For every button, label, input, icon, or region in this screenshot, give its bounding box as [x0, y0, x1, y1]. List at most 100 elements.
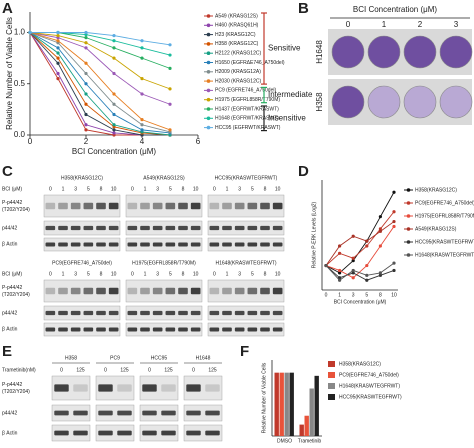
band [54, 430, 69, 436]
band [108, 242, 119, 247]
band [127, 310, 138, 316]
blot [43, 305, 121, 321]
data-point [140, 56, 144, 60]
data-point [378, 244, 382, 248]
blot [207, 237, 285, 252]
lane-label: 3 [74, 271, 77, 277]
legend-label: H1437 (EGFRWT/KRASWT) [215, 106, 279, 112]
band [272, 242, 283, 247]
cell-line-header: H1648(KRASWTEGFRWT) [215, 260, 276, 266]
band [165, 242, 176, 247]
x-tick-label: DMSO [277, 438, 292, 444]
blot [139, 424, 179, 442]
data-point [84, 61, 88, 65]
data-point [84, 71, 88, 76]
band [45, 242, 56, 247]
data-point [378, 271, 382, 275]
lane-label: 3 [156, 271, 159, 277]
band [178, 310, 188, 316]
data-point [84, 112, 88, 117]
lane-label: 0 [131, 271, 134, 277]
legend-label: H358 (KRASG12C) [215, 41, 259, 47]
band [190, 202, 201, 210]
legend-label: A549(KRASG12S) [415, 226, 457, 232]
data-point [84, 36, 88, 40]
lane-label: 0 [213, 271, 216, 277]
legend-label: H2009 (KRASG12A) [215, 69, 261, 75]
band [209, 310, 220, 316]
data-point [140, 46, 144, 50]
series-line [29, 32, 171, 136]
data-point [378, 227, 382, 231]
legend-marker [206, 79, 211, 83]
band [152, 242, 163, 247]
data-point [365, 273, 369, 277]
data-point [378, 215, 382, 219]
band [117, 410, 132, 416]
data-point [351, 234, 355, 238]
band [178, 287, 188, 295]
band [209, 242, 220, 247]
legend-label: H1648(KRASWTEGFRWT) [339, 383, 400, 389]
x-axis-label: BCI Concentration (μM) [334, 299, 387, 305]
band [117, 430, 132, 436]
band [108, 225, 119, 231]
band [58, 327, 68, 332]
band [165, 327, 176, 332]
band [190, 287, 201, 295]
band [70, 202, 81, 210]
lane-label: 125 [208, 367, 217, 373]
data-point [168, 102, 172, 106]
blot [43, 237, 121, 252]
data-point [112, 46, 116, 50]
series-line [29, 32, 171, 134]
cell-line-header: H358(KRASG12C) [61, 175, 103, 181]
legend-marker [406, 188, 411, 192]
band [272, 310, 283, 316]
x-tick-label: 8 [379, 292, 382, 298]
band [209, 225, 220, 231]
band [272, 225, 283, 231]
band [272, 202, 283, 210]
x-tick-label: 2 [84, 137, 89, 146]
lane-label: 8 [264, 186, 267, 192]
band [209, 202, 220, 210]
data-point [365, 278, 369, 282]
band [190, 310, 201, 316]
data-point [84, 123, 88, 127]
band [234, 287, 245, 295]
band [152, 225, 163, 231]
x-tick-label: 6 [196, 137, 201, 146]
band [108, 310, 119, 316]
lane-label: 1 [144, 271, 147, 277]
data-point [338, 268, 342, 273]
legend-label: PC9(EGFRE746_A750del) [415, 200, 474, 206]
data-point [392, 261, 396, 265]
data-point [112, 123, 116, 127]
lane-label: 0 [49, 271, 52, 277]
bci-label: BCI (μM) [2, 186, 22, 192]
data-point [168, 43, 172, 47]
band [165, 287, 176, 295]
band [142, 384, 157, 392]
lane-label: 0 [104, 367, 107, 373]
x-tick-label: 0 [325, 292, 328, 298]
data-point [392, 210, 396, 214]
data-point [112, 39, 116, 43]
panel-label: A [2, 0, 13, 17]
blot [43, 279, 121, 303]
data-point [84, 102, 88, 106]
data-point [168, 66, 172, 70]
band [58, 225, 68, 231]
data-point [84, 46, 88, 50]
band [260, 327, 270, 332]
data-point [84, 41, 88, 45]
blot [43, 220, 121, 236]
series-line [29, 32, 171, 131]
band [234, 310, 245, 316]
band [142, 410, 157, 416]
panel-label: D [298, 163, 309, 180]
well [331, 85, 365, 119]
bracket-label: Sensitive [268, 44, 301, 53]
blot [95, 404, 135, 422]
